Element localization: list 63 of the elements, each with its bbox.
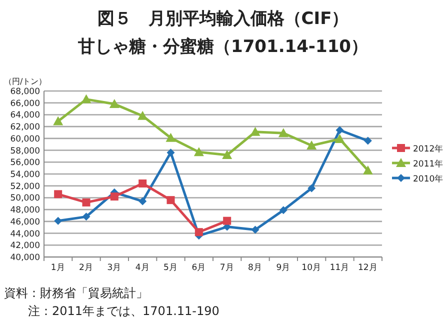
point — [362, 165, 373, 174]
y-tick-label: 56,000 — [10, 158, 40, 168]
point — [223, 216, 232, 225]
point — [334, 134, 345, 144]
x-tick-label: 12月 — [358, 263, 378, 273]
point — [53, 116, 64, 126]
y-tick-label: 40,000 — [10, 253, 40, 263]
point — [279, 206, 288, 214]
point — [364, 136, 372, 145]
point — [222, 150, 232, 160]
y-tick-label: 64,000 — [10, 110, 40, 121]
x-tick-label: 8月 — [248, 263, 262, 273]
point — [82, 212, 90, 221]
text: 注：2011年までは、1701.11-190 — [28, 304, 220, 318]
point — [278, 128, 288, 138]
point — [166, 132, 176, 142]
y-tick-label: 46,000 — [10, 217, 40, 228]
y-tick-label: 44,000 — [10, 229, 40, 240]
point — [81, 94, 92, 104]
y-axis-title: （円/トン） — [4, 77, 47, 86]
chart-title: 図５ 月別平均輸入価格（CIF） — [97, 9, 349, 29]
point — [194, 147, 204, 156]
legend-label: 2011年 — [413, 158, 444, 170]
chart-subtitle: 甘しゃ糖・分蜜糖（1701.14-110） — [77, 36, 368, 57]
legend-label: 2012年 — [413, 144, 444, 154]
y-tick-label: 42,000 — [10, 241, 40, 252]
x-tick-label: 3月 — [107, 263, 122, 273]
y-tick-label: 48,000 — [10, 206, 40, 216]
point — [54, 190, 62, 198]
point — [138, 110, 148, 120]
point — [138, 197, 147, 206]
point — [308, 184, 316, 192]
point — [54, 216, 62, 225]
x-tick-label: 6月 — [192, 263, 206, 273]
point — [250, 126, 260, 136]
x-tick-label: 2月 — [79, 263, 94, 273]
y-tick-label: 52,000 — [10, 182, 40, 192]
x-tick-label: 9月 — [276, 263, 291, 273]
point — [82, 198, 90, 206]
x-tick-label: 10月 — [302, 263, 322, 273]
y-tick-label: 62,000 — [10, 122, 40, 133]
point — [194, 228, 203, 236]
y-tick-label: 66,000 — [10, 98, 40, 109]
legend-label: 2010年 — [413, 174, 444, 184]
y-tick-label: 54,000 — [10, 170, 40, 180]
y-tick-label: 58,000 — [10, 146, 40, 156]
text: 資料：財務省「貿易統計」 — [4, 286, 148, 300]
point — [166, 148, 175, 157]
y-tick-label: 68,000 — [10, 87, 40, 97]
x-tick-label: 4月 — [135, 263, 150, 273]
y-tick-label: 60,000 — [10, 134, 40, 144]
x-tick-label: 1月 — [50, 263, 66, 273]
point — [138, 179, 147, 188]
point — [251, 226, 260, 234]
point — [336, 126, 344, 134]
x-tick-label: 11月 — [330, 263, 350, 273]
x-tick-label: 7月 — [220, 263, 234, 273]
x-tick-label: 5月 — [164, 263, 178, 273]
point — [166, 196, 175, 204]
y-tick-label: 50,000 — [10, 194, 40, 204]
point — [109, 99, 120, 108]
point — [110, 192, 118, 201]
point — [306, 140, 317, 150]
